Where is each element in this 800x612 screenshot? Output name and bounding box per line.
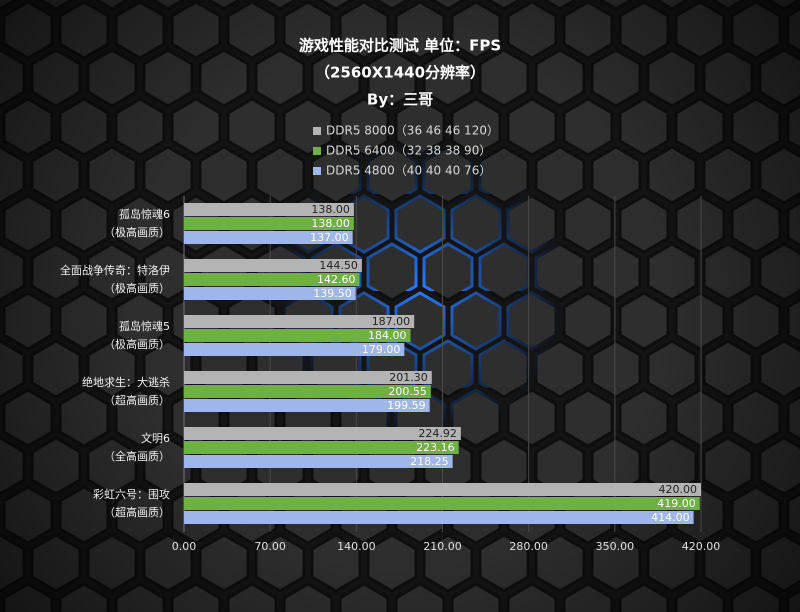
x-tick-label: 0.00 xyxy=(172,540,197,553)
bar xyxy=(184,483,701,496)
x-tick-label: 350.00 xyxy=(596,540,635,553)
x-tick-label: 210.00 xyxy=(423,540,462,553)
bar xyxy=(184,497,700,510)
chart-title: 游戏性能对比测试 单位：FPS xyxy=(299,37,501,55)
value-label: 137.00 xyxy=(310,231,349,244)
bar xyxy=(184,203,354,216)
value-label: 218.25 xyxy=(410,455,449,468)
y-tick-label: 彩虹六号：围攻 xyxy=(93,487,170,501)
y-tick-label: （超高画质） xyxy=(104,393,170,407)
value-label: 187.00 xyxy=(372,315,411,328)
value-label: 179.00 xyxy=(362,343,401,356)
bar xyxy=(184,427,461,440)
legend-label: DDR5 4800（40 40 40 76） xyxy=(326,164,491,178)
legend-label: DDR5 6400（32 38 38 90） xyxy=(326,144,491,158)
y-tick-label: （极高画质） xyxy=(104,337,170,351)
value-label: 138.00 xyxy=(311,203,350,216)
bar xyxy=(184,259,362,272)
bar xyxy=(184,231,353,244)
bar xyxy=(184,273,360,286)
y-tick-label: 孤岛惊魂5 xyxy=(119,319,170,333)
bar xyxy=(184,399,430,412)
bar xyxy=(184,385,431,398)
bar xyxy=(184,511,694,524)
value-label: 201.30 xyxy=(389,371,428,384)
value-label: 139.50 xyxy=(313,287,352,300)
bar xyxy=(184,441,459,454)
y-tick-label: （超高画质） xyxy=(104,505,170,519)
bar xyxy=(184,217,354,230)
y-tick-label: 全面战争传奇：特洛伊 xyxy=(60,263,170,277)
value-label: 184.00 xyxy=(368,329,407,342)
y-tick-label: （全高画质） xyxy=(104,449,170,463)
bar xyxy=(184,343,405,356)
x-tick-label: 420.00 xyxy=(682,540,721,553)
x-tick-label: 70.00 xyxy=(254,540,286,553)
value-label: 199.59 xyxy=(387,399,426,412)
x-tick-label: 140.00 xyxy=(337,540,376,553)
y-tick-label: （极高画质） xyxy=(104,281,170,295)
value-label: 144.50 xyxy=(319,259,358,272)
value-label: 142.60 xyxy=(317,273,356,286)
value-label: 138.00 xyxy=(311,217,350,230)
value-label: 200.55 xyxy=(388,385,427,398)
legend-swatch xyxy=(313,147,321,155)
value-label: 420.00 xyxy=(659,483,698,496)
value-label: 414.00 xyxy=(651,511,690,524)
value-label: 419.00 xyxy=(657,497,696,510)
chart-author: By：三哥 xyxy=(367,91,433,109)
value-label: 223.16 xyxy=(416,441,455,454)
legend-label: DDR5 8000（36 46 46 120） xyxy=(326,124,499,138)
x-tick-label: 280.00 xyxy=(509,540,548,553)
y-tick-label: 绝地求生：大逃杀 xyxy=(82,375,170,389)
bar xyxy=(184,371,432,384)
legend-swatch xyxy=(313,167,321,175)
y-tick-label: 文明6 xyxy=(141,431,170,445)
bar xyxy=(184,329,411,342)
y-tick-label: （极高画质） xyxy=(104,225,170,239)
chart-subtitle: （2560X1440分辨率） xyxy=(315,64,485,82)
y-tick-label: 孤岛惊魂6 xyxy=(119,207,170,221)
bar xyxy=(184,315,415,328)
legend-swatch xyxy=(313,127,321,135)
bar xyxy=(184,287,356,300)
value-label: 224.92 xyxy=(418,427,457,440)
bar xyxy=(184,455,453,468)
